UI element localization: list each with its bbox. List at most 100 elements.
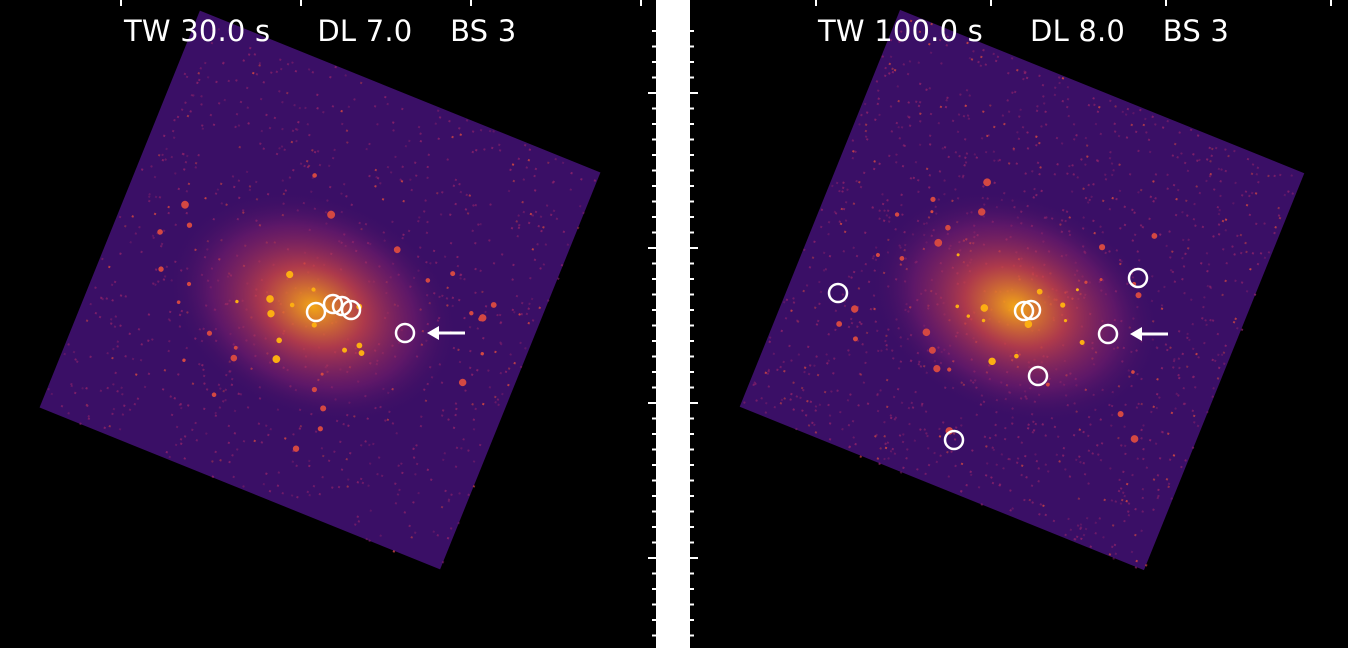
noise-speckle (179, 406, 183, 410)
noise-speckle (1256, 166, 1260, 170)
noise-speckle (330, 486, 334, 489)
noise-speckle (1152, 405, 1156, 409)
noise-speckle (1254, 192, 1258, 195)
noise-speckle (1195, 185, 1198, 188)
axis-tick (690, 417, 694, 420)
noise-speckle (899, 30, 903, 33)
axis-tick (652, 169, 656, 172)
noise-speckle (1007, 71, 1010, 75)
noise-speckle (331, 156, 335, 160)
noise-speckle (831, 184, 834, 188)
noise-speckle (458, 127, 461, 130)
noise-speckle (219, 459, 222, 462)
noise-speckle (895, 153, 898, 156)
noise-speckle (1186, 332, 1189, 336)
noise-speckle (137, 328, 141, 331)
noise-speckle (869, 307, 873, 311)
noise-speckle (472, 485, 476, 488)
noise-speckle (1009, 509, 1012, 512)
noise-speckle (1220, 353, 1224, 357)
noise-speckle (441, 458, 445, 462)
noise-speckle (439, 213, 443, 216)
noise-speckle (984, 63, 988, 66)
noise-speckle (859, 455, 863, 459)
noise-speckle (878, 217, 881, 220)
noise-speckle (1186, 214, 1189, 217)
noise-speckle (814, 409, 818, 412)
noise-speckle (843, 230, 847, 234)
noise-speckle (94, 286, 97, 290)
noise-speckle (902, 63, 906, 66)
noise-speckle (344, 74, 347, 77)
noise-speckle (542, 263, 546, 266)
noise-speckle (878, 113, 881, 117)
noise-speckle (1244, 241, 1247, 245)
noise-speckle (779, 365, 782, 369)
noise-speckle (947, 155, 951, 159)
noise-speckle (327, 459, 331, 463)
noise-speckle (168, 319, 172, 322)
noise-speckle (928, 86, 932, 90)
noise-speckle (247, 122, 250, 125)
noise-speckle (314, 430, 318, 433)
noise-speckle (862, 171, 866, 175)
noise-speckle (892, 357, 895, 360)
noise-speckle (1068, 164, 1071, 168)
noise-speckle (1095, 444, 1099, 447)
noise-speckle (795, 427, 798, 431)
noise-speckle (185, 211, 189, 215)
noise-speckle (463, 316, 466, 320)
noise-speckle (290, 140, 294, 144)
noise-speckle (333, 450, 336, 453)
noise-speckle (1021, 125, 1025, 129)
noise-speckle (185, 154, 189, 158)
noise-speckle (1132, 111, 1135, 115)
noise-speckle (900, 203, 903, 207)
point-source (358, 350, 365, 356)
noise-speckle (847, 325, 851, 329)
noise-speckle (307, 164, 311, 168)
noise-speckle (1024, 172, 1027, 175)
noise-speckle (1142, 123, 1146, 127)
noise-speckle (795, 319, 799, 322)
noise-speckle (73, 391, 77, 395)
noise-speckle (279, 67, 283, 71)
noise-speckle (432, 249, 436, 253)
noise-speckle (844, 200, 848, 204)
axis-tick (690, 247, 698, 249)
noise-speckle (172, 136, 176, 139)
noise-speckle (1152, 508, 1155, 511)
axis-tick (690, 495, 694, 497)
noise-speckle (1089, 423, 1092, 426)
noise-speckle (307, 68, 311, 71)
noise-speckle (894, 161, 898, 164)
noise-speckle (299, 162, 303, 165)
noise-speckle (1221, 219, 1225, 223)
noise-speckle (1072, 173, 1076, 176)
noise-speckle (1233, 149, 1236, 153)
noise-speckle (183, 435, 187, 438)
noise-speckle (1064, 533, 1067, 537)
noise-speckle (560, 263, 564, 267)
point-source (980, 304, 989, 312)
noise-speckle (258, 61, 262, 65)
noise-speckle (342, 182, 346, 186)
noise-speckle (797, 353, 801, 356)
noise-speckle (1120, 498, 1124, 502)
noise-speckle (864, 129, 868, 133)
noise-speckle (1133, 211, 1136, 214)
noise-speckle (482, 336, 485, 340)
noise-speckle (842, 181, 845, 185)
noise-speckle (185, 75, 189, 79)
noise-speckle (1124, 113, 1128, 116)
noise-speckle (815, 323, 819, 326)
noise-speckle (214, 414, 218, 418)
source-marker-circle (305, 301, 327, 323)
noise-speckle (917, 61, 921, 64)
noise-speckle (154, 268, 158, 271)
noise-speckle (75, 360, 79, 363)
noise-speckle (555, 217, 559, 221)
noise-speckle (929, 51, 933, 55)
point-source (850, 305, 859, 313)
noise-speckle (520, 301, 524, 305)
